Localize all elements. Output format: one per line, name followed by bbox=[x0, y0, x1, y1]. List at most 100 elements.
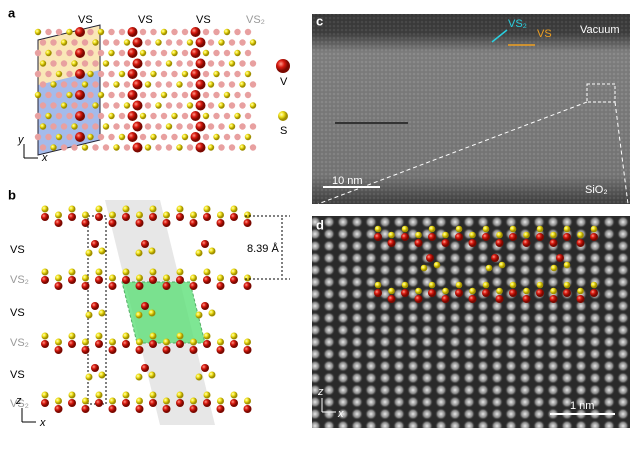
atom bbox=[223, 70, 231, 78]
atom bbox=[160, 70, 168, 78]
atom bbox=[50, 81, 57, 88]
atom bbox=[60, 39, 68, 46]
atom bbox=[228, 39, 236, 46]
v-atom bbox=[68, 399, 76, 407]
s-atom bbox=[496, 231, 503, 239]
atom bbox=[60, 123, 68, 130]
atom bbox=[123, 60, 131, 67]
v-atom bbox=[132, 58, 143, 69]
v-atom bbox=[135, 219, 144, 227]
atom bbox=[171, 70, 178, 78]
atom bbox=[102, 60, 110, 67]
atom bbox=[202, 133, 210, 141]
v-atom bbox=[162, 405, 171, 413]
s-atom bbox=[195, 249, 203, 257]
s-atom bbox=[55, 211, 62, 219]
zoom-line bbox=[614, 101, 629, 205]
s-atom bbox=[109, 274, 116, 282]
v-atom bbox=[149, 399, 157, 407]
panel-a bbox=[34, 24, 257, 156]
atom bbox=[118, 91, 126, 99]
v-atom bbox=[549, 295, 558, 303]
s-atom bbox=[55, 274, 62, 282]
v-atom bbox=[216, 346, 225, 354]
atom bbox=[218, 60, 225, 67]
atom bbox=[113, 144, 120, 151]
atom bbox=[155, 144, 162, 151]
v-atom bbox=[75, 132, 85, 142]
v-atom bbox=[162, 282, 171, 290]
atom bbox=[207, 144, 215, 151]
layer-label: VS₂ bbox=[10, 398, 29, 410]
s-atom bbox=[455, 225, 463, 233]
v-atom bbox=[195, 100, 206, 111]
v-atom bbox=[135, 282, 144, 290]
axes bbox=[23, 144, 38, 159]
v-atom bbox=[127, 90, 138, 100]
s-atom bbox=[85, 311, 93, 319]
v-atom bbox=[495, 239, 504, 247]
s-atom bbox=[195, 311, 203, 319]
v-atom bbox=[576, 295, 585, 303]
atom bbox=[186, 123, 194, 130]
v-atom bbox=[54, 282, 63, 290]
atom bbox=[207, 39, 215, 46]
atom bbox=[207, 102, 215, 109]
atom bbox=[92, 60, 99, 67]
v-atom bbox=[95, 276, 103, 284]
s-atom bbox=[41, 268, 49, 276]
atom bbox=[234, 112, 241, 120]
atom bbox=[234, 49, 241, 57]
v-atom bbox=[149, 340, 157, 348]
atom bbox=[139, 133, 147, 141]
atom bbox=[223, 133, 231, 141]
atom bbox=[228, 102, 236, 109]
v-atom bbox=[141, 240, 149, 248]
atom bbox=[213, 70, 220, 78]
s-atom bbox=[190, 397, 197, 405]
axis-label: z bbox=[317, 386, 324, 398]
atom bbox=[234, 91, 241, 99]
atom bbox=[239, 60, 246, 67]
scale-label: 1 nm bbox=[570, 400, 594, 412]
v-atom bbox=[68, 213, 76, 221]
s-atom bbox=[509, 225, 517, 233]
s-atom bbox=[176, 205, 184, 213]
atom bbox=[81, 144, 89, 151]
atom bbox=[39, 144, 47, 151]
v-atom bbox=[127, 111, 138, 121]
v-atom bbox=[75, 111, 85, 121]
s-atom bbox=[135, 311, 143, 319]
v-atom bbox=[203, 213, 211, 221]
atom bbox=[144, 39, 152, 46]
v-atom bbox=[401, 289, 409, 297]
v-atom bbox=[75, 27, 85, 37]
v-atom bbox=[536, 289, 544, 297]
v-atom bbox=[189, 346, 198, 354]
v-atom bbox=[243, 282, 252, 290]
atom bbox=[150, 70, 157, 78]
substrate-label: SiO₂ bbox=[585, 184, 608, 196]
v-atom bbox=[81, 405, 90, 413]
v-atom bbox=[81, 282, 90, 290]
atom bbox=[223, 49, 231, 57]
atom bbox=[71, 123, 78, 130]
s-atom bbox=[401, 281, 409, 289]
atom bbox=[181, 70, 189, 78]
atom bbox=[239, 144, 246, 151]
v-atom bbox=[522, 295, 531, 303]
legend-atom bbox=[276, 59, 290, 73]
v-atom bbox=[176, 213, 184, 221]
atom bbox=[66, 112, 73, 120]
atom bbox=[66, 133, 73, 141]
atom bbox=[81, 102, 89, 109]
s-atom bbox=[109, 338, 116, 346]
atom bbox=[186, 60, 194, 67]
s-atom bbox=[415, 231, 422, 239]
s-atom bbox=[415, 287, 422, 295]
s-atom bbox=[482, 225, 490, 233]
v-atom bbox=[495, 295, 504, 303]
atom bbox=[202, 70, 210, 78]
v-atom bbox=[216, 282, 225, 290]
